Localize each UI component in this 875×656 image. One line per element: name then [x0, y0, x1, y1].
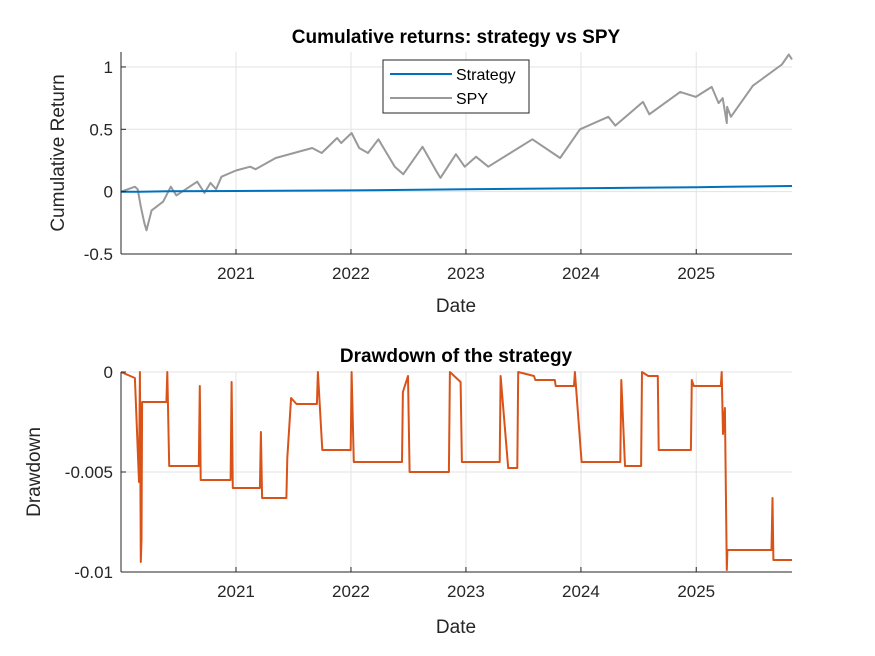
drawdown-y-tick-label: 0	[104, 363, 113, 382]
drawdown-y-tick-label: -0.005	[65, 463, 113, 482]
drawdown-x-tick-label: 2025	[677, 582, 715, 601]
returns-x-ticks: 2021 2022 2023 2024 2025	[217, 249, 715, 283]
returns-y-tick-label: -0.5	[84, 245, 113, 264]
legend-strategy-label: Strategy	[456, 67, 516, 84]
drawdown-series	[120, 371, 792, 571]
returns-axes	[120, 52, 792, 255]
drawdown-y-axis-label: Drawdown	[24, 427, 45, 517]
returns-x-tick-label: 2021	[217, 264, 255, 283]
drawdown-y-tick-label: -0.01	[74, 563, 113, 582]
returns-x-axis-label: Date	[436, 296, 476, 317]
returns-series-strategy-line	[121, 185, 793, 193]
returns-x-tick-label: 2023	[447, 264, 485, 283]
returns-x-tick-label: 2024	[562, 264, 600, 283]
drawdown-x-axis-label: Date	[436, 617, 476, 638]
legend-box	[382, 59, 530, 114]
returns-series	[120, 53, 793, 232]
drawdown-x-tick-label: 2024	[562, 582, 600, 601]
returns-y-ticks: 1 0.5 0 -0.5	[84, 58, 126, 264]
drawdown-panel: 2021 2022 2023 2024 2025 0 -0.005 -0.01 Drawdo…	[24, 346, 792, 638]
returns-y-axis-label: Cumulative Return	[48, 74, 69, 231]
drawdown-x-tick-label: 2022	[332, 582, 370, 601]
drawdown-series-drawdown-line	[120, 371, 792, 571]
legend-spy-label: SPY	[456, 91, 488, 108]
returns-series-spy-line	[120, 53, 793, 232]
returns-y-tick-label: 1	[104, 58, 113, 77]
drawdown-y-ticks: 0 -0.005 -0.01	[65, 363, 126, 582]
returns-y-tick-label: 0	[104, 183, 113, 202]
drawdown-x-tick-label: 2023	[447, 582, 485, 601]
drawdown-x-ticks: 2021 2022 2023 2024 2025	[217, 567, 715, 601]
drawdown-x-tick-label: 2021	[217, 582, 255, 601]
returns-chart-title: Cumulative returns: strategy vs SPY	[292, 27, 621, 48]
returns-y-tick-label: 0.5	[89, 120, 113, 139]
returns-x-tick-label: 2025	[677, 264, 715, 283]
drawdown-chart-title: Drawdown of the strategy	[340, 346, 573, 367]
returns-x-tick-label: 2022	[332, 264, 370, 283]
returns-panel: 2021 2022 2023 2024 2025 1 0.5 0 -0.5 Cumulativ…	[48, 27, 793, 317]
returns-legend: Strategy SPY	[382, 59, 530, 114]
